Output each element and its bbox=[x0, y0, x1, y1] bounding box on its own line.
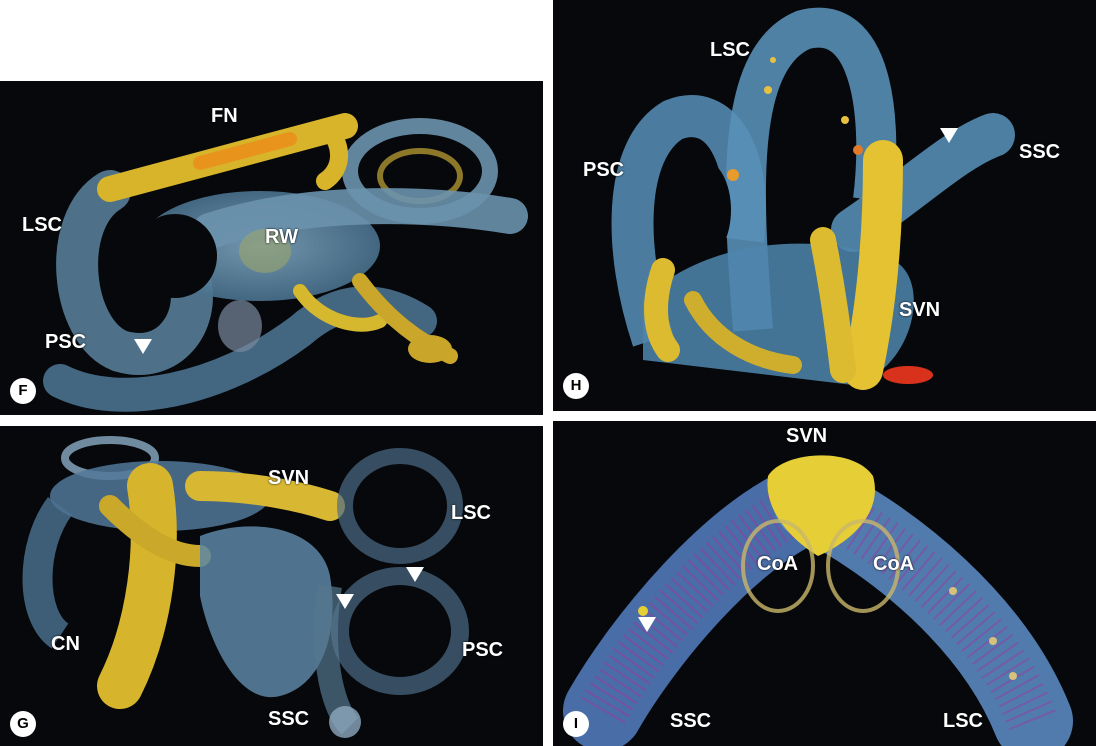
panel-f-render bbox=[43, 113, 528, 412]
label-lsc: LSC bbox=[943, 710, 983, 732]
panel-h: LSC PSC SSC SVN H bbox=[553, 0, 1096, 411]
label-lsc: LSC bbox=[710, 39, 750, 61]
arrowhead-marker bbox=[638, 617, 656, 632]
panel-i-render bbox=[563, 455, 1073, 746]
label-rw: RW bbox=[265, 226, 298, 248]
panel-badge-g: G bbox=[10, 711, 36, 737]
label-ssc: SSC bbox=[268, 708, 310, 730]
label-lsc: LSC bbox=[451, 502, 491, 524]
panel-g-render bbox=[22, 436, 469, 738]
panel-h-render bbox=[611, 7, 1015, 390]
arrowhead-marker bbox=[134, 339, 152, 354]
label-coa-right: CoA bbox=[873, 553, 915, 575]
panel-badge-f: F bbox=[10, 378, 36, 404]
label-ssc: SSC bbox=[670, 710, 712, 732]
label-svn: SVN bbox=[268, 467, 310, 489]
label-svn: SVN bbox=[899, 299, 941, 321]
panel-badge-i: I bbox=[563, 711, 589, 737]
arrowhead-marker bbox=[406, 567, 424, 582]
panel-i: SVN CoA CoA SSC LSC I bbox=[553, 421, 1096, 746]
label-fn: FN bbox=[211, 105, 238, 127]
arrowhead-marker bbox=[940, 128, 958, 143]
label-psc: PSC bbox=[462, 639, 504, 661]
arrowhead-marker bbox=[336, 594, 354, 609]
panel-g: SVN LSC CN PSC SSC G bbox=[0, 426, 543, 746]
panel-f: FN LSC RW PSC F bbox=[0, 81, 543, 415]
label-svn: SVN bbox=[786, 425, 828, 447]
label-lsc: LSC bbox=[22, 214, 62, 236]
label-ssc: SSC bbox=[1019, 141, 1061, 163]
label-coa-left: CoA bbox=[757, 553, 799, 575]
label-cn: CN bbox=[51, 633, 80, 655]
label-psc: PSC bbox=[45, 331, 87, 353]
panel-badge-h: H bbox=[563, 373, 589, 399]
label-psc: PSC bbox=[583, 159, 625, 181]
